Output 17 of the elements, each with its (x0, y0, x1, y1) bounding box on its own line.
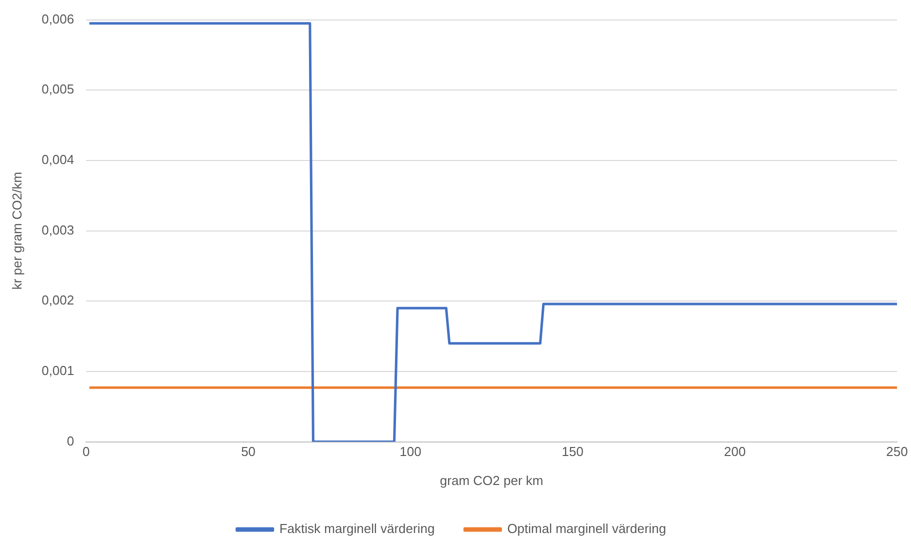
x-tick-label: 200 (724, 444, 746, 460)
y-tick-label: 0,001 (42, 363, 74, 378)
y-tick-label: 0,003 (42, 222, 74, 238)
y-tick-label: 0,002 (42, 292, 74, 308)
y-tick-label: 0,004 (42, 152, 74, 168)
x-tick-label: 50 (241, 444, 256, 460)
y-tick-label: 0,006 (42, 11, 74, 26)
y-tick-label: 0 (66, 433, 74, 448)
legend-label: Optimal marginell värdering (507, 521, 666, 536)
x-tick-label: 100 (400, 444, 422, 460)
x-tick-label: 250 (886, 444, 908, 460)
y-axis-title: kr per gram CO2/km (9, 172, 24, 290)
x-tick-label: 150 (562, 444, 584, 460)
y-tick-label: 0,005 (42, 82, 74, 97)
legend-label: Faktisk marginell värdering (279, 521, 435, 536)
x-axis-title: gram CO2 per km (440, 472, 544, 488)
x-tick-label: 0 (82, 444, 90, 460)
